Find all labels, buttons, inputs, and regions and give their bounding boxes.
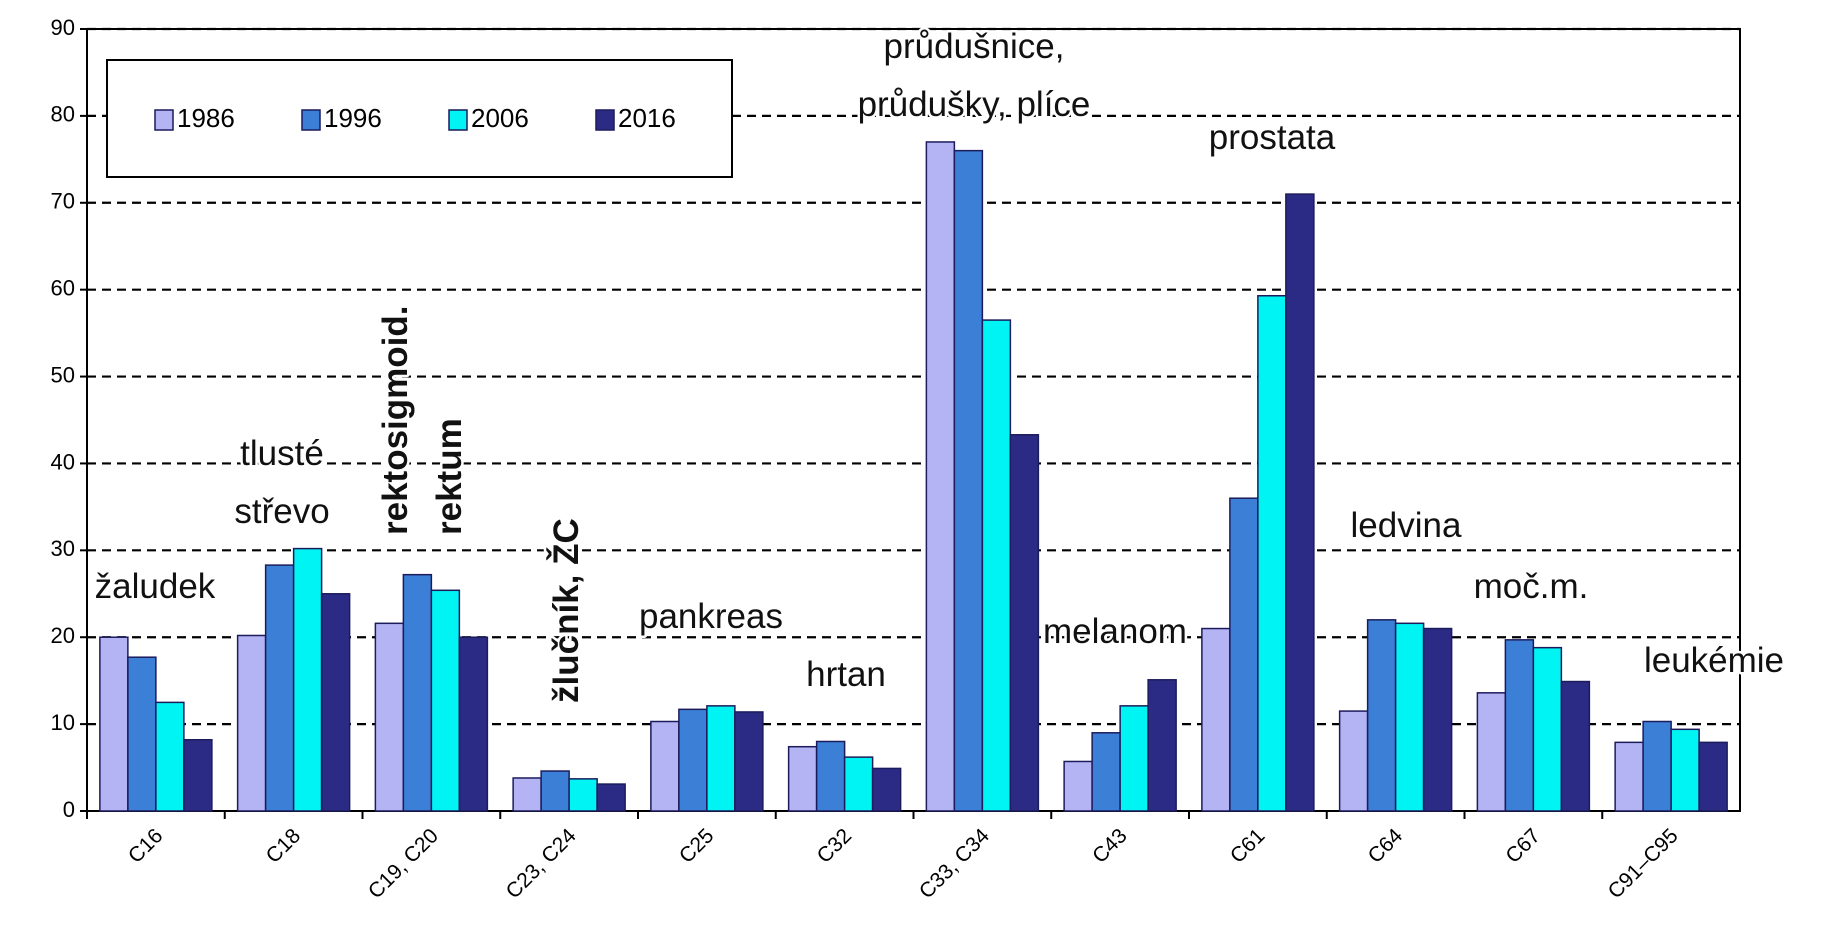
bar — [292, 547, 323, 812]
y-tick-label: 0 — [63, 797, 75, 822]
bar — [320, 593, 351, 812]
y-tick-label: 10 — [51, 710, 75, 735]
bar — [99, 636, 129, 812]
annotation: hrtan — [806, 655, 886, 694]
bar — [706, 705, 736, 812]
bar — [568, 778, 598, 812]
legend-swatch — [595, 109, 615, 131]
annotation: tlusté — [240, 434, 324, 473]
legend-label: 2006 — [471, 103, 529, 133]
y-tick-label: 50 — [51, 362, 75, 387]
bar — [1091, 732, 1121, 812]
annotation: rektosigmoid. — [376, 306, 415, 535]
bar — [787, 745, 818, 812]
bar — [1698, 741, 1728, 812]
bar — [1119, 705, 1149, 812]
legend-box — [106, 59, 733, 178]
x-tick-label: C25 — [675, 824, 719, 868]
annotation: pankreas — [639, 597, 783, 636]
x-tick-label: C33, C34 — [915, 824, 994, 903]
bar — [843, 756, 874, 812]
bar — [1229, 497, 1259, 812]
bar — [1642, 720, 1672, 812]
bar — [183, 739, 213, 812]
bar — [596, 783, 626, 812]
y-tick-label: 40 — [51, 449, 75, 474]
bar — [430, 589, 461, 812]
bar — [512, 777, 542, 812]
bar — [458, 636, 489, 812]
bar — [1504, 639, 1535, 812]
x-tick-label: C91–C95 — [1604, 824, 1683, 903]
bar — [953, 149, 984, 812]
legend-swatch — [301, 109, 321, 131]
legend-label: 1986 — [177, 103, 235, 133]
bar — [1201, 627, 1231, 812]
x-tick-label: C61 — [1226, 824, 1270, 868]
annotation: průdušky, plíce — [858, 85, 1091, 124]
bar — [155, 701, 185, 812]
bar — [981, 319, 1012, 812]
x-tick-label: C19, C20 — [364, 824, 443, 903]
bar — [1614, 741, 1644, 812]
bar — [1670, 728, 1700, 812]
annotation: rektum — [430, 418, 469, 535]
bar — [1147, 679, 1177, 812]
y-tick-label: 30 — [51, 536, 75, 561]
bar — [402, 573, 433, 812]
annotation: ledvina — [1351, 506, 1462, 545]
x-tick-label: C43 — [1088, 824, 1132, 868]
bar — [1422, 627, 1453, 812]
bar — [1560, 680, 1591, 812]
bar — [1338, 710, 1369, 812]
x-tick-label: C64 — [1364, 824, 1408, 868]
bar — [540, 770, 570, 812]
annotation: průdušnice, — [884, 27, 1065, 66]
x-tick-label: C23, C24 — [502, 824, 581, 903]
bar — [1285, 193, 1315, 812]
bar — [815, 740, 846, 812]
legend: 1986 1996 2006 2016 — [106, 59, 733, 178]
bar — [650, 720, 680, 812]
legend-swatch — [154, 109, 174, 131]
annotation: moč.m. — [1474, 567, 1589, 606]
annotation: žlučník, ŽC — [546, 518, 586, 703]
legend-label: 1996 — [324, 103, 382, 133]
annotation: melanom — [1043, 612, 1187, 651]
x-tick-label: C16 — [124, 824, 168, 868]
bar — [1257, 294, 1287, 812]
y-tick-label: 80 — [51, 102, 75, 127]
x-tick-label: C32 — [813, 824, 857, 868]
bar — [925, 141, 956, 812]
y-tick-label: 90 — [51, 15, 75, 40]
legend-swatch — [448, 109, 468, 131]
bar — [1063, 760, 1093, 812]
y-tick-label: 70 — [51, 189, 75, 214]
bar — [1476, 692, 1507, 812]
bar — [678, 708, 708, 812]
bar — [374, 622, 405, 812]
y-tick-label: 20 — [51, 623, 75, 648]
bar — [734, 711, 764, 812]
bar — [1532, 646, 1563, 812]
x-tick-label: C67 — [1501, 824, 1545, 868]
bar — [1009, 434, 1040, 812]
bar — [264, 564, 295, 812]
y-tick-label: 60 — [51, 275, 75, 300]
bar — [1366, 619, 1397, 812]
annotation: žaludek — [95, 567, 216, 606]
legend-label: 2016 — [618, 103, 676, 133]
x-tick-label: C18 — [262, 824, 306, 868]
bar — [127, 656, 157, 812]
bar — [1394, 622, 1425, 812]
bar — [871, 767, 902, 812]
annotation: prostata — [1209, 118, 1336, 157]
annotation: střevo — [234, 492, 329, 531]
annotation: leukémie — [1644, 641, 1784, 680]
bar — [236, 634, 267, 812]
